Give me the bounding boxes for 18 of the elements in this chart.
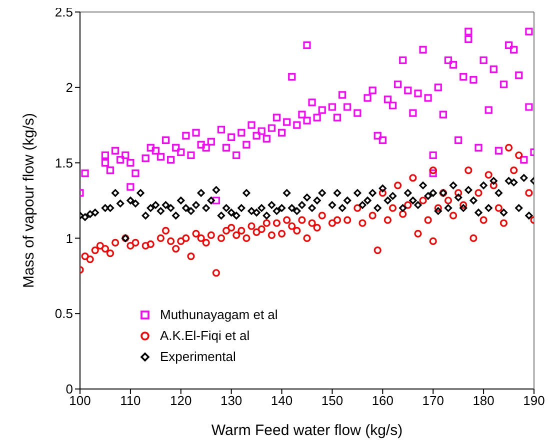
legend-label: Experimental: [160, 349, 236, 364]
y-tick-label: 1: [66, 230, 73, 246]
x-tick-label: 110: [120, 393, 141, 408]
x-tick-label: 190: [523, 393, 545, 408]
y-tick-label: 2: [66, 80, 73, 96]
y-axis-title: Mass of vapour flow (kg/s): [20, 112, 38, 288]
x-tick-label: 160: [372, 393, 394, 408]
legend-label: Muthunayagam et al: [160, 307, 278, 322]
x-tick-label: 170: [422, 393, 444, 408]
y-tick-label: 0.5: [54, 306, 73, 322]
x-tick-label: 130: [220, 393, 242, 408]
x-tick-label: 140: [270, 393, 293, 408]
y-tick-label: 1.5: [54, 155, 73, 170]
x-axis-title: Warm Feed water flow (kg/s): [211, 422, 403, 439]
legend-label: A.K.El-Fiqi et al: [160, 328, 250, 343]
x-tick-label: 150: [321, 393, 344, 408]
x-tick-label: 180: [472, 393, 494, 408]
x-tick-label: 120: [170, 393, 192, 408]
